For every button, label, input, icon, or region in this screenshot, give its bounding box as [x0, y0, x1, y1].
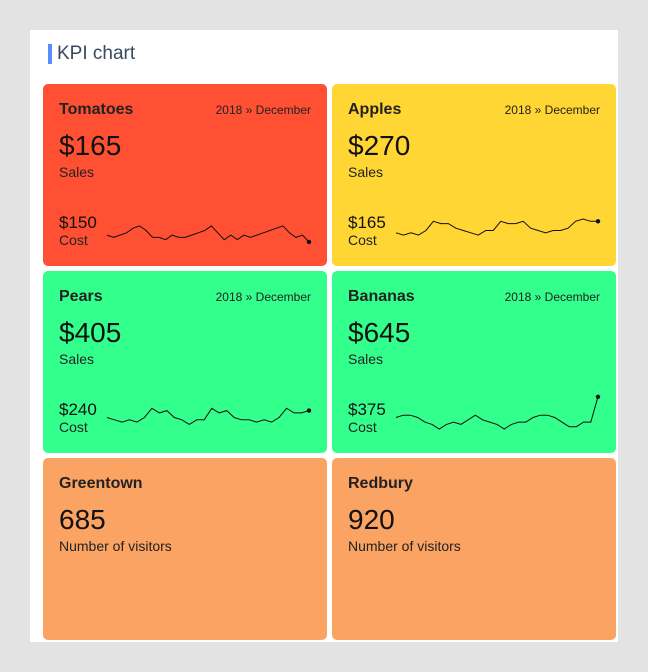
sparkline-line: [395, 396, 599, 430]
card-cost: $240: [59, 400, 97, 419]
card-period: 2018 » December: [215, 290, 311, 304]
sparkline-line: [395, 218, 598, 236]
sparkline: [395, 394, 601, 430]
card-title: Tomatoes: [59, 101, 134, 118]
card-cost-label: Cost: [59, 232, 88, 248]
card-period: 2018 » December: [504, 103, 600, 117]
card-title: Pears: [59, 288, 103, 305]
card-value: $165: [59, 130, 122, 161]
card-value-label: Number of visitors: [59, 538, 172, 554]
card-title: Greentown: [59, 475, 143, 492]
card-value: $405: [59, 317, 122, 348]
card-title: Bananas: [348, 288, 415, 305]
kpi-panel: KPI chart Tomatoes 2018 » December $165 Sal…: [30, 30, 618, 642]
sparkline-end-point: [306, 239, 312, 245]
card-value: $270: [348, 130, 411, 161]
kpi-card-redbury[interactable]: Redbury 920 Number of visitors: [332, 458, 616, 640]
card-title: Apples: [348, 101, 402, 118]
kpi-card-pears[interactable]: Pears 2018 » December $405 Sales $240 Cost: [43, 271, 327, 453]
kpi-card-greentown[interactable]: Greentown 685 Number of visitors: [43, 458, 327, 640]
sparkline-line: [106, 407, 310, 425]
card-title: Redbury: [348, 475, 413, 492]
kpi-card-apples[interactable]: Apples 2018 » December $270 Sales $165 Cost: [332, 84, 616, 266]
card-cost: $165: [348, 213, 386, 232]
sparkline-end-point: [595, 394, 601, 399]
card-value-label: Sales: [59, 351, 95, 367]
sparkline-end-point: [306, 408, 312, 413]
sparkline: [106, 225, 312, 245]
card-cost-label: Cost: [59, 419, 88, 435]
sparkline: [395, 218, 601, 236]
card-value-label: Number of visitors: [348, 538, 461, 554]
card-cost-label: Cost: [348, 419, 377, 435]
card-period: 2018 » December: [504, 290, 600, 304]
card-value: $645: [348, 317, 411, 348]
chart-title: KPI chart: [48, 44, 135, 64]
sparkline-end-point: [595, 219, 601, 224]
card-cost: $375: [348, 400, 386, 419]
kpi-card-tomatoes[interactable]: Tomatoes 2018 » December $165 Sales $150 Cost: [43, 84, 327, 266]
card-value-label: Sales: [59, 164, 95, 180]
card-value-label: Sales: [348, 164, 384, 180]
sparkline-line: [106, 225, 310, 243]
card-cost-label: Cost: [348, 232, 377, 248]
card-value-label: Sales: [348, 351, 384, 367]
card-value: 920: [348, 504, 395, 535]
sparkline: [106, 407, 312, 425]
card-period: 2018 » December: [215, 103, 311, 117]
card-cost: $150: [59, 213, 97, 232]
kpi-card-bananas[interactable]: Bananas 2018 » December $645 Sales $375 Cost: [332, 271, 616, 453]
card-value: 685: [59, 504, 106, 535]
